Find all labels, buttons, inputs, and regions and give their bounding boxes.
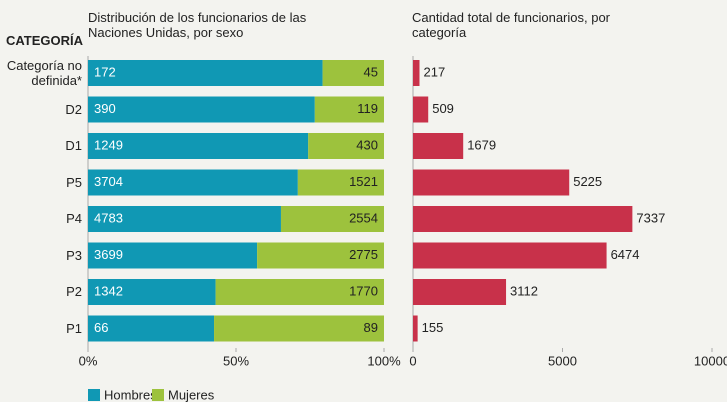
bar-segment (280, 206, 384, 232)
bar-segment (88, 206, 281, 232)
bar (413, 96, 429, 123)
value-label: 430 (356, 137, 378, 152)
value-label: 1342 (94, 283, 123, 298)
bar-segment (88, 279, 216, 305)
category-label: D2 (65, 101, 82, 117)
bar-segment (257, 242, 384, 269)
legend-label: Mujeres (168, 387, 215, 402)
value-label: 66 (94, 320, 108, 335)
bar (413, 133, 464, 159)
value-label: 1521 (349, 174, 378, 189)
value-label: 3699 (94, 247, 123, 262)
bar-segment (322, 60, 384, 86)
left-title: Distribución de los funcionarios de las … (88, 10, 307, 40)
bar-segment (88, 96, 315, 123)
bar (413, 242, 607, 269)
value-label: 1679 (467, 137, 496, 152)
category-label: P2 (66, 284, 82, 299)
bar (413, 315, 418, 342)
value-label: 1770 (349, 283, 378, 298)
value-label: 1249 (94, 137, 123, 152)
value-label: 2775 (349, 247, 378, 262)
value-label: 5225 (573, 174, 602, 189)
bar (413, 169, 570, 196)
bar-segment (88, 133, 309, 159)
category-label: P4 (66, 211, 82, 226)
bar-segment (297, 169, 384, 196)
legend-swatch (88, 389, 100, 401)
x-tick-label: 50% (223, 353, 249, 368)
bar (413, 279, 507, 305)
bar-segment (314, 96, 384, 123)
legend-label: Hombres (104, 387, 157, 402)
bar (413, 206, 633, 232)
value-label: 390 (94, 101, 116, 116)
bar-segment (88, 60, 323, 86)
value-label: 7337 (636, 210, 665, 225)
value-label: 89 (364, 320, 378, 335)
bar-segment (88, 315, 215, 342)
value-label: 45 (364, 64, 378, 79)
category-label: P3 (66, 247, 82, 263)
bar-segment (308, 133, 384, 159)
x-tick-label: 0 (409, 353, 416, 368)
legend-swatch (152, 389, 164, 401)
category-label: D1 (65, 138, 82, 153)
value-label: 3112 (510, 283, 538, 298)
category-label: P1 (66, 320, 82, 336)
value-label: 6474 (611, 247, 640, 262)
value-label: 119 (357, 101, 378, 116)
right-title: Cantidad total de funcionarios, por cate… (412, 10, 611, 40)
bar-segment (215, 279, 384, 305)
bar-segment (88, 169, 298, 196)
value-label: 2554 (349, 210, 378, 225)
value-label: 4783 (94, 210, 123, 225)
bar (413, 60, 420, 86)
value-label: 155 (422, 320, 444, 335)
x-tick-label: 0% (79, 353, 98, 368)
y-label: CATEGORÍA (6, 33, 84, 48)
bar-segment (214, 315, 384, 342)
value-label: 217 (423, 64, 445, 79)
value-label: 3704 (94, 174, 123, 189)
bar-segment (88, 242, 258, 269)
category-label: P5 (66, 174, 82, 190)
x-tick-label: 10000 (694, 353, 727, 368)
category-label: Categoría no definida* (6, 58, 82, 88)
value-label: 509 (432, 101, 454, 116)
x-tick-label: 5000 (548, 353, 577, 368)
value-label: 172 (94, 64, 116, 79)
x-tick-label: 100% (367, 353, 401, 368)
